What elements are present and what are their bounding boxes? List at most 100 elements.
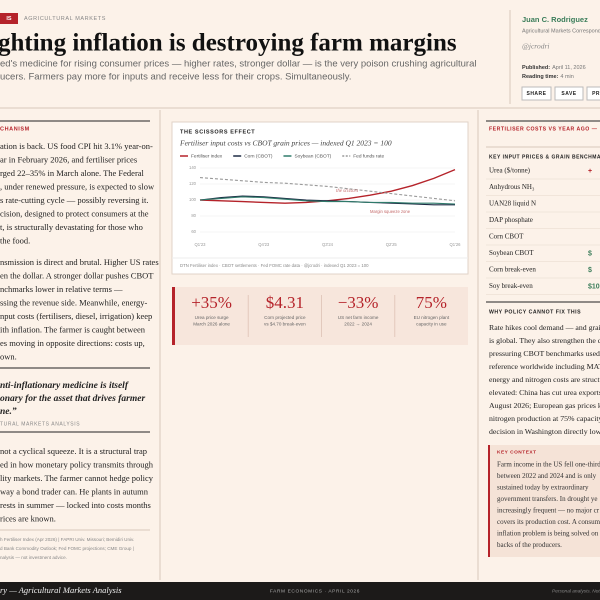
body-line: es moving in opposite directions: costs … — [0, 338, 145, 348]
body-line: ar in February 2026, and fertiliser pric… — [0, 154, 137, 164]
stat-label: EU nitrogen plant — [414, 315, 450, 320]
button[interactable] — [554, 86, 584, 101]
stat-label: 2022 → 2024 — [344, 322, 372, 327]
row-name: Soybean CBOT — [489, 249, 534, 257]
context-line: government transfers. In drought ye — [497, 495, 598, 503]
footer-left: ry — Agricultural Markets Analysis — [0, 585, 122, 595]
author: Juan C. Rodriguez — [522, 15, 588, 24]
stat-label: Urea price surge — [195, 315, 229, 320]
y-tick-label: 120 — [189, 181, 197, 186]
body-line: nchmarks lower in relative terms — — [0, 284, 123, 294]
stat-label: US net farm income — [338, 315, 379, 320]
context-line: inflation problem is being solved on — [497, 530, 599, 538]
context-line: covers its production cost. A consum — [497, 518, 600, 526]
footer-right: Personal analysis. Not form — [552, 588, 600, 594]
sidebar-heading: FERTILISER COSTS VS YEAR AGO — — [489, 126, 598, 132]
chart-title: Fertiliser input costs vs CBOT grain pri… — [179, 139, 392, 148]
stat-label: capacity in use — [416, 322, 447, 327]
context-line: between 2022 and 2024 and is only — [497, 472, 597, 480]
x-tick-label: Q1'23 — [194, 242, 206, 247]
row-value: $ — [588, 267, 592, 274]
row-value: $10 — [588, 283, 600, 290]
body-line: way a bond trader can. He plants in autu… — [0, 486, 149, 496]
row-name: Soy break-even — [489, 282, 533, 290]
row-value: + — [588, 168, 592, 175]
context-line: Farm income in the US fell one-third — [497, 461, 600, 469]
table-title: KEY INPUT PRICES & GRAIN BENCHMA — [489, 154, 600, 160]
section: AGRICULTURAL MARKETS — [24, 16, 106, 22]
stat-label: vs $4.70 break-even — [264, 322, 306, 327]
body-line: nitrogen production at 75% capacity. I — [489, 414, 600, 423]
button[interactable] — [586, 86, 600, 101]
legend-label: Soybean (CBOT) — [294, 153, 331, 159]
tag-box — [0, 13, 18, 24]
body-line: nput costs (fertilisers, diesel, irrigat… — [0, 311, 152, 321]
value: 4 min — [560, 74, 573, 80]
legend-label: Fertiliser index — [191, 153, 223, 159]
context-line: increasingly frequent — no major cr — [497, 507, 600, 515]
subtitle: ucers. Farmers pay more for inputs and r… — [0, 72, 351, 83]
sidebar-heading: WHY POLICY CANNOT FIX THIS — [489, 309, 581, 315]
body-line: not a cyclical squeeze. It is a structur… — [0, 446, 147, 456]
handle: @jcrodri — [522, 42, 549, 51]
button[interactable] — [521, 86, 552, 101]
chart-kicker: THE SCISSORS EFFECT — [180, 129, 255, 135]
y-tick-label: 60 — [191, 229, 196, 234]
stat-label: Corn projected price — [264, 315, 306, 320]
legend-label: Fed funds rate — [353, 153, 384, 159]
body-line: August 2026; European gas prices kee — [489, 401, 600, 410]
series-line — [199, 177, 456, 202]
button-label[interactable]: PRI — [592, 91, 600, 97]
body-line: is global. They also strengthen the dol — [489, 336, 600, 345]
body-line: ation is back. US food CPI hit 3.1% year… — [0, 141, 153, 151]
body-line: lity markets. The farmer cannot hedge po… — [0, 473, 154, 483]
headline: ghting inflation is destroying farm marg… — [0, 30, 457, 57]
pull-quote: ne.” — [0, 407, 17, 417]
y-tick-label: 140 — [189, 165, 197, 170]
stat-label: March 2026 alone — [193, 322, 230, 327]
body-line: t, is structurally devastating for those… — [0, 222, 143, 232]
annotation: the scissors — [336, 189, 358, 194]
body-line: s rate-cutting cycle — possibly reversin… — [0, 195, 148, 205]
row-name: Anhydrous NH₃ — [489, 183, 535, 191]
stat-value: −33% — [338, 293, 379, 312]
button-label[interactable]: SHARE — [526, 91, 546, 97]
body-line: en the dollar. A stronger dollar pushes … — [0, 270, 154, 280]
context-line: sustained today by extraordinary — [497, 484, 589, 492]
series-line — [199, 195, 455, 206]
body-line: own. — [0, 351, 17, 361]
body-line: rices are known. — [0, 513, 56, 523]
body-line: energy and nitrogen costs are structur — [489, 375, 600, 384]
published: Published: April 11, 2026 — [522, 65, 586, 71]
context-box — [488, 445, 600, 557]
label: Published: — [522, 65, 550, 71]
row-name: Corn break-even — [489, 266, 536, 274]
section-label: CHANISM — [0, 126, 30, 132]
body-line: Rate hikes cool demand — and grain — [489, 323, 600, 332]
body-line: rged 22–35% in March alone. The Federal — [0, 168, 145, 178]
legend-label: Corn (CBOT) — [244, 153, 273, 159]
body-line: nsmission is direct and brutal. Higher U… — [0, 257, 159, 267]
pull-quote: nti-inflationary medicine is itself — [0, 381, 129, 391]
stat-value: $4.31 — [266, 293, 304, 312]
series-line — [199, 196, 456, 205]
source-line: d Bank Commodity Outlook; Fed FOMC proje… — [0, 546, 134, 551]
body-line: pressuring CBOT benchmarks used as — [489, 349, 600, 358]
subtitle: ed's medicine for rising consumer prices… — [0, 59, 477, 70]
tag: IS — [6, 16, 12, 22]
role: Agricultural Markets Correspond — [522, 28, 600, 34]
y-tick-label: 80 — [191, 213, 196, 218]
reading-time: Reading time: 4 min — [522, 74, 574, 80]
button-label[interactable]: SAVE — [561, 91, 576, 97]
context-heading: KEY CONTEXT — [497, 449, 537, 455]
body-line: decision in Washington directly lowe — [489, 427, 600, 436]
context-line: backs of the producers. — [497, 541, 562, 549]
annotation: Margin squeeze zone — [370, 209, 411, 214]
body-line: rests in summer — locked into costs mont… — [0, 500, 151, 510]
date: April 11, 2026 — [552, 65, 586, 71]
stats-band — [172, 287, 468, 345]
chart-source: DTN Fertiliser index · CBOT settlements … — [180, 263, 369, 268]
x-tick-label: Q3'24 — [322, 242, 334, 247]
row-name: DAP phosphate — [489, 216, 533, 224]
